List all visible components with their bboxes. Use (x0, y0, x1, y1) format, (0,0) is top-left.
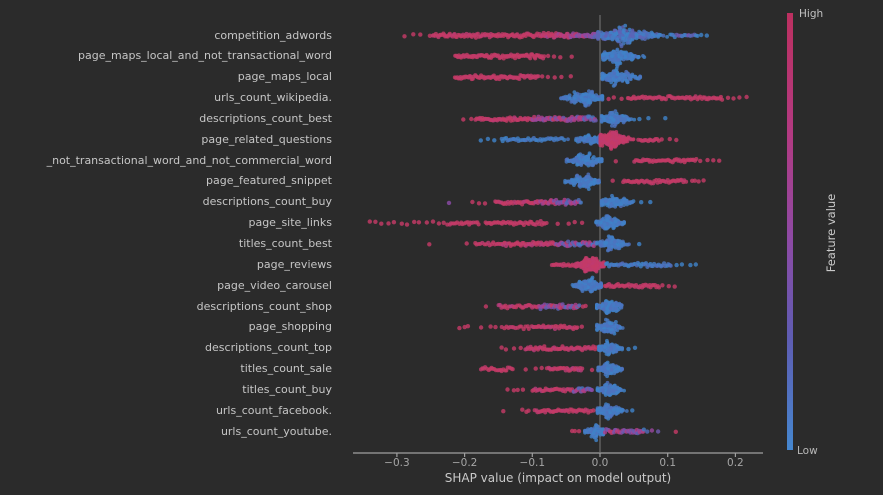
feature-label-3: page_maps_local (237, 70, 332, 84)
colorbar-high-label: High (799, 8, 824, 20)
feature-label-6: page_related_questions (201, 132, 332, 146)
feature-value-colorbar (787, 13, 793, 450)
feature-label-1: competition_adwords (214, 28, 332, 42)
x-tick--0.1: −0.1 (519, 457, 546, 469)
feature-label-7: _not_transactional_word_and_not_commerci… (46, 153, 332, 167)
feature-label-8: page_featured_snippet (206, 174, 332, 188)
feature-label-17: titles_count_sale (240, 362, 332, 376)
feature-label-11: titles_count_best (238, 237, 332, 250)
x-tick-0: 0.0 (591, 457, 609, 469)
feature-label-13: page_video_carousel (217, 278, 332, 292)
feature-label-9: descriptions_count_buy (202, 195, 332, 209)
colorbar-title: Feature value (824, 193, 838, 273)
feature-label-16: descriptions_count_top (205, 341, 332, 355)
x-tick--0.3: −0.3 (384, 457, 410, 469)
feature-label-14: descriptions_count_shop (196, 299, 332, 313)
feature-label-19: urls_count_facebook. (215, 403, 332, 417)
x-tick-0.1: 0.1 (659, 457, 677, 469)
x-axis-spine (353, 452, 763, 457)
x-tick--0.2: −0.2 (451, 457, 478, 469)
feature-label-5: descriptions_count_best (199, 111, 332, 125)
feature-label-15: page_shopping (248, 320, 332, 334)
beeswarm-points (367, 23, 749, 443)
feature-label-20: urls_count_youtube. (220, 424, 332, 438)
feature-label-4: urls_count_wikipedia. (214, 91, 332, 105)
feature-label-12: page_reviews (256, 257, 332, 271)
x-tick-0.2: 0.2 (727, 457, 744, 469)
feature-label-2: page_maps_local_and_not_transactional_wo… (78, 49, 332, 63)
feature-label-18: titles_count_buy (242, 382, 332, 396)
x-axis-label: SHAP value (impact on model output) (444, 471, 672, 485)
feature-label-10: page_site_links (248, 216, 332, 230)
colorbar-low-label: Low (797, 445, 818, 457)
